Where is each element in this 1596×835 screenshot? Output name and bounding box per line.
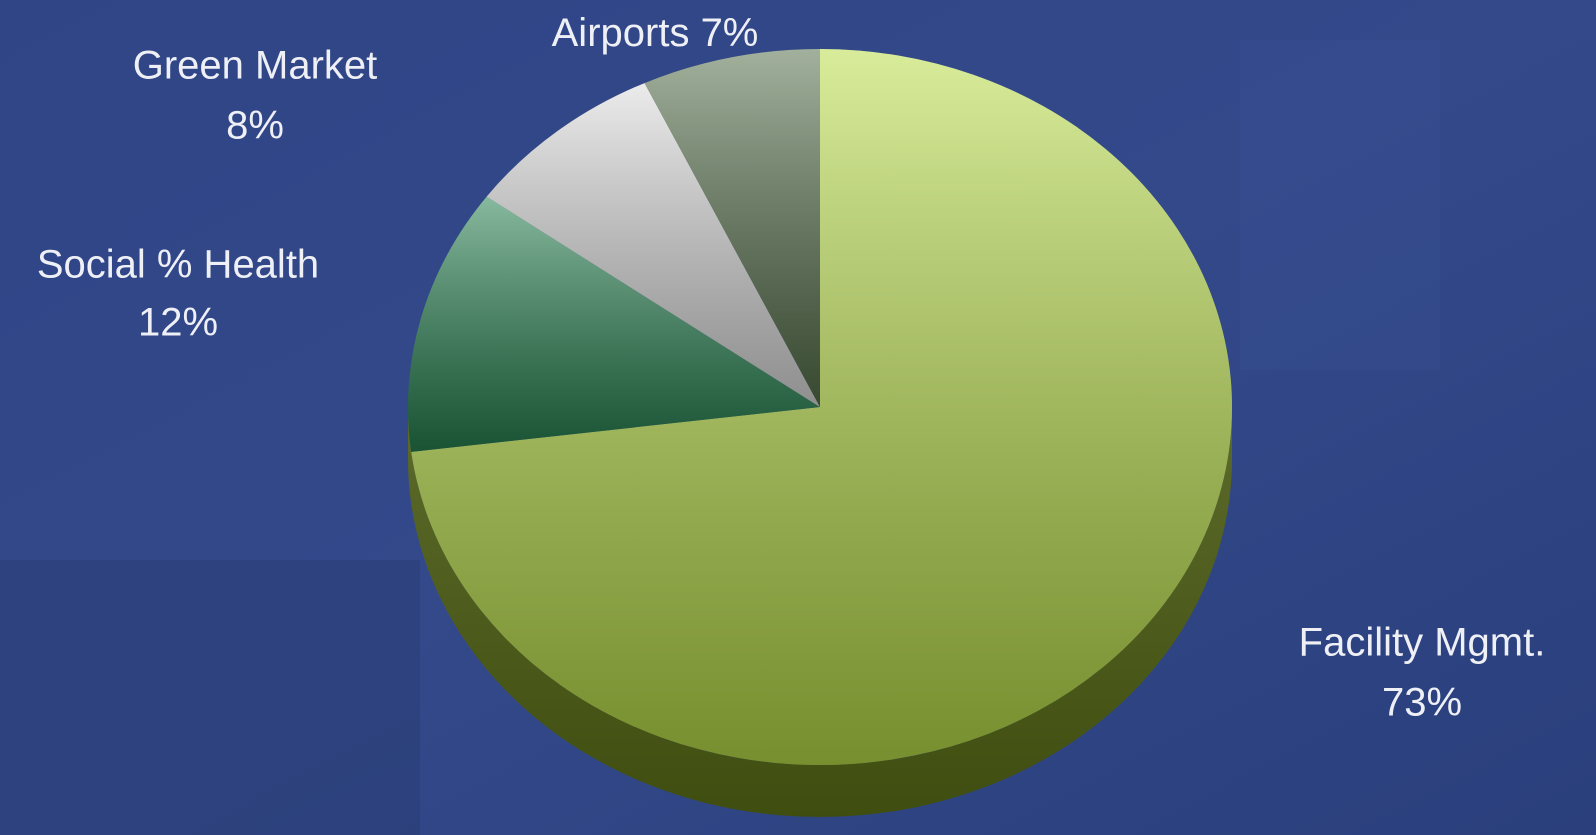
- category-label: Green Market: [133, 44, 378, 88]
- category-label: Social % Health: [37, 243, 319, 287]
- category-label: Facility Mgmt.: [1299, 621, 1546, 665]
- slice-shading: [408, 196, 820, 452]
- pie: [408, 49, 1232, 817]
- slice-shading: [486, 83, 820, 408]
- category-label: Airports: [552, 11, 690, 55]
- slice-shading: [644, 49, 820, 407]
- value-label: 7%: [701, 11, 759, 55]
- background-texture: [1240, 40, 1440, 370]
- slice-label: Airports 7%: [552, 11, 759, 55]
- labels: Facility Mgmt. 73% Social % Health 12% Green…: [37, 11, 1546, 725]
- value-label: 8%: [226, 104, 284, 148]
- value-label: 73%: [1382, 681, 1462, 725]
- background-texture: [0, 560, 420, 835]
- value-label: 12%: [138, 301, 218, 345]
- slice-shading: [411, 49, 1232, 765]
